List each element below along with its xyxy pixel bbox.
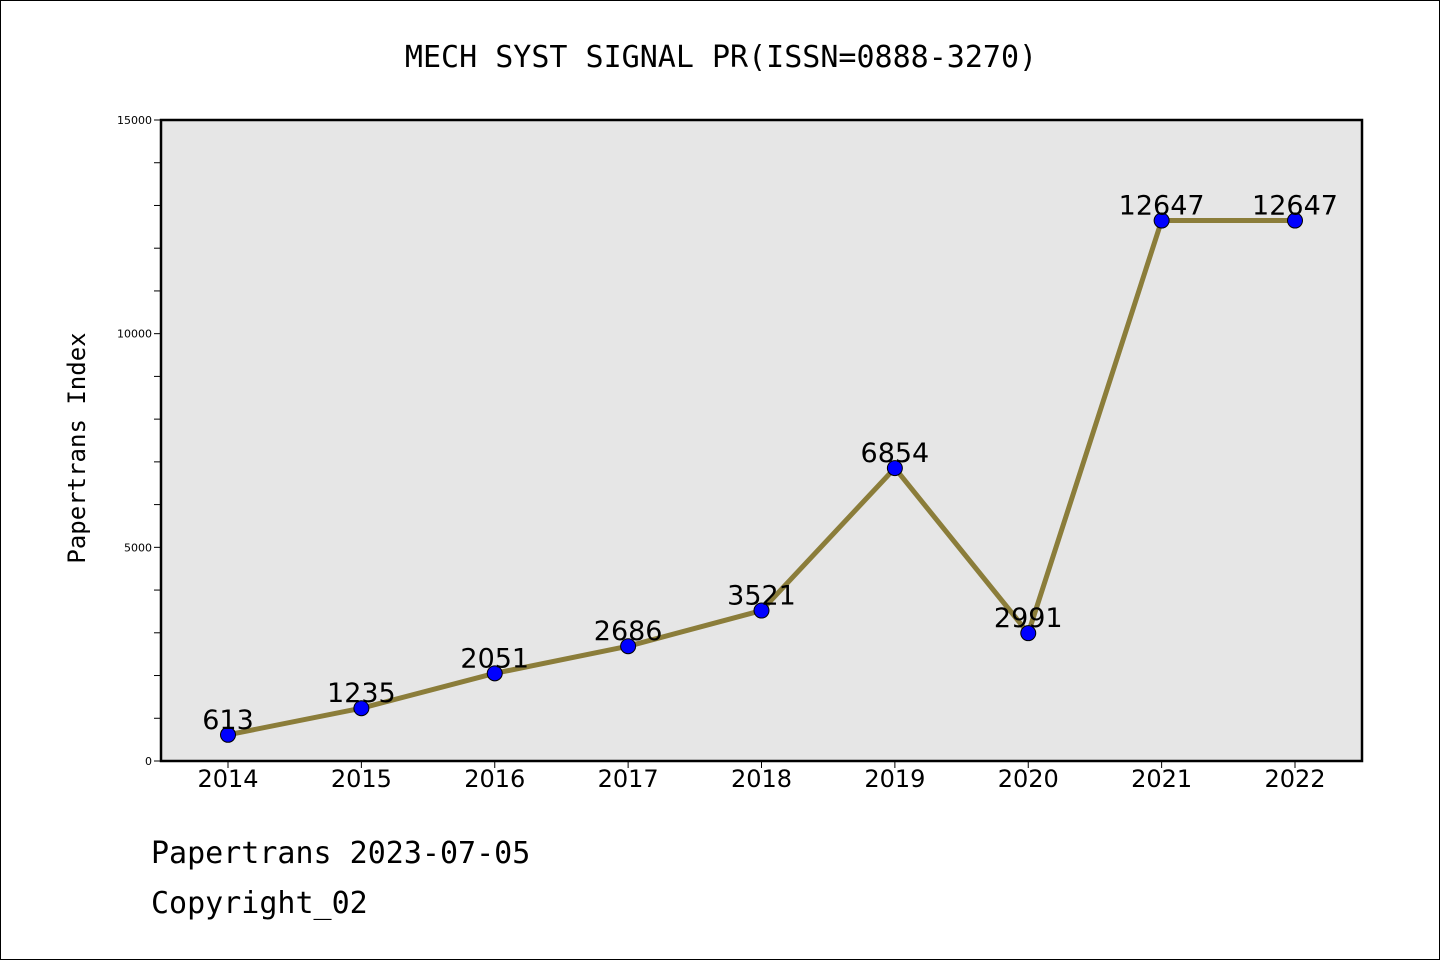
x-tick-label: 2015 [331,765,392,793]
data-point-marker [220,726,236,743]
data-point-marker [486,665,503,682]
data-label: 2686 [594,616,663,647]
data-label: 3521 [727,581,796,612]
x-tick-label: 2016 [464,765,525,793]
data-label: 1235 [327,678,396,709]
x-axis-ticks: 2014 2015 2016 2017 2018 2019 2020 2021 2022 [197,761,1326,793]
x-tick-label: 2018 [731,765,792,793]
data-label: 2991 [994,603,1063,634]
x-tick-label: 2021 [1131,765,1192,793]
y-tick-label: 0 [145,755,152,768]
data-point-marker [353,700,370,717]
data-label: 613 [202,705,254,736]
footer-copyright: Copyright_02 [151,886,368,921]
y-tick-label: 15000 [117,114,152,127]
x-tick-label: 2022 [1264,765,1325,793]
y-axis-label: Papertrans Index [63,332,91,563]
y-tick-label: 10000 [117,328,152,341]
data-label: 12647 [1119,191,1205,222]
data-label: 6854 [861,438,930,469]
chart-title: MECH SYST SIGNAL PR(ISSN=0888-3270) [405,40,1037,75]
data-point-marker [1153,212,1170,229]
data-point-marker [620,638,637,655]
data-point-marker [886,460,903,477]
data-point-marker [753,602,770,619]
x-tick-label: 2017 [598,765,659,793]
data-point-marker [1287,212,1303,229]
x-tick-label: 2020 [998,765,1059,793]
data-labels-group: 613 1235 2051 2686 3521 6854 2991 12647 12647 [202,191,1338,736]
data-point-marker [1020,625,1037,642]
x-tick-label: 2014 [197,765,258,793]
data-label: 2051 [460,643,529,674]
markers-group [220,212,1303,743]
data-label: 12647 [1252,191,1338,222]
y-axis-ticks: 0 5000 10000 15000 [117,114,161,768]
footer-date: Papertrans 2023-07-05 [151,836,531,871]
y-tick-label: 5000 [124,541,152,554]
x-tick-label: 2019 [864,765,925,793]
